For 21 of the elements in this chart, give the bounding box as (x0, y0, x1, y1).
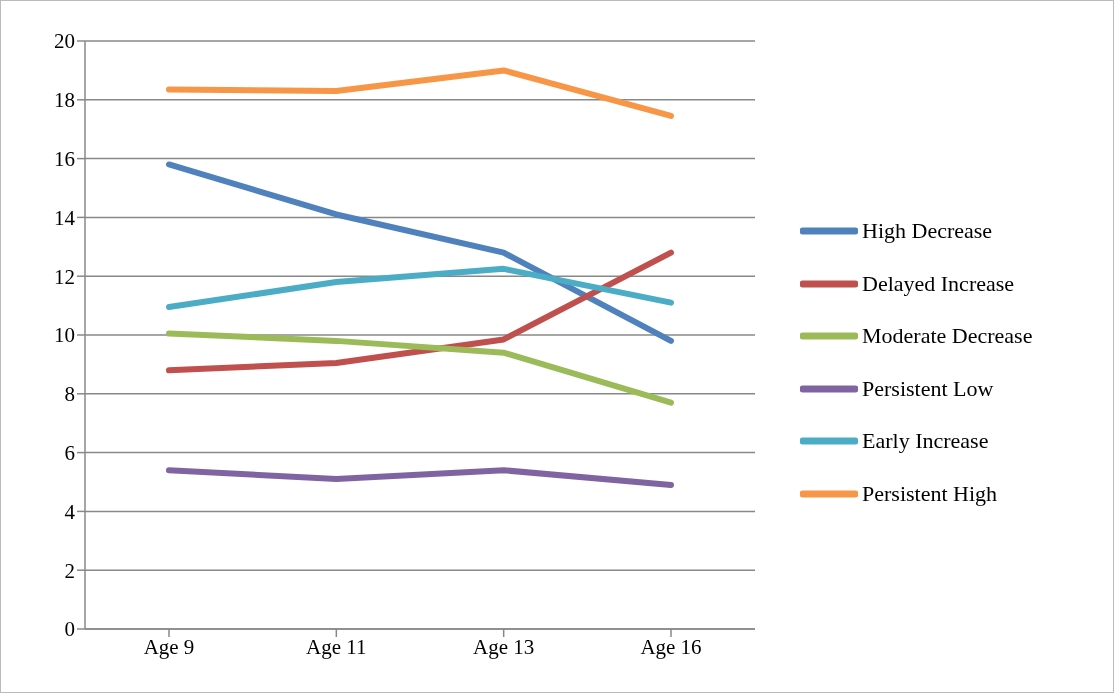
y-tick-label: 0 (64, 617, 75, 642)
y-tick-label: 2 (64, 558, 75, 583)
y-tick-label: 8 (64, 382, 75, 407)
y-tick-label: 6 (64, 441, 75, 466)
x-tick-label: Age 9 (143, 634, 195, 659)
legend-label: Persistent High (862, 480, 998, 507)
y-tick-label: 18 (54, 88, 75, 113)
y-tick-label: 4 (64, 499, 76, 524)
y-tick-label: 16 (54, 147, 75, 172)
legend-label: High Decrease (862, 218, 993, 245)
y-tick-label: 10 (54, 323, 75, 348)
x-tick-label: Age 16 (640, 634, 702, 659)
x-tick-label: Age 13 (473, 634, 535, 659)
legend-label: Moderate Decrease (862, 323, 1033, 350)
x-tick-label: Age 11 (306, 634, 367, 659)
legend-label: Early Increase (862, 428, 989, 455)
legend-label: Persistent Low (862, 375, 994, 402)
y-tick-label: 20 (54, 29, 75, 54)
legend-label: Delayed Increase (862, 270, 1015, 297)
y-tick-label: 14 (54, 205, 76, 230)
y-tick-label: 12 (54, 264, 75, 289)
